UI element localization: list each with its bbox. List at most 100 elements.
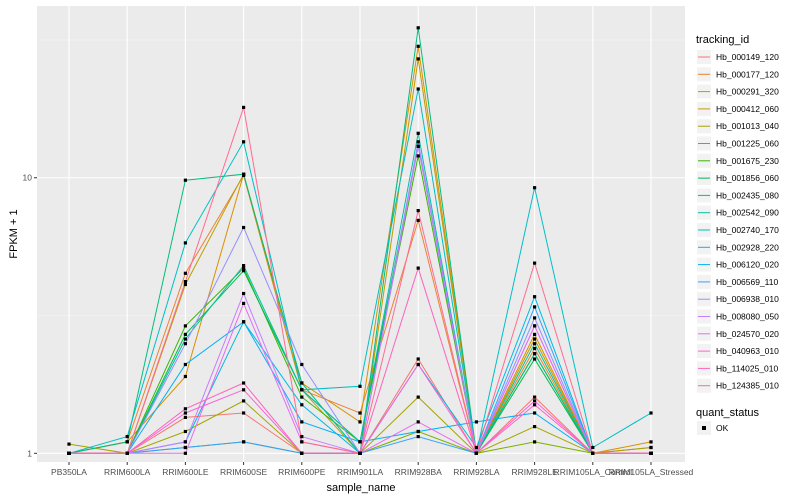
data-point xyxy=(416,140,420,144)
data-point xyxy=(533,305,537,309)
y-tick-label: 10 xyxy=(23,173,33,183)
data-point xyxy=(416,218,420,222)
shape-legend-title: quant_status xyxy=(696,407,759,419)
legend-label: Hb_114025_010 xyxy=(716,363,779,373)
data-point xyxy=(242,225,246,230)
data-point xyxy=(125,451,129,455)
data-point xyxy=(183,440,187,444)
legend-label: Hb_001013_040 xyxy=(716,121,779,131)
data-point xyxy=(649,445,653,450)
data-point xyxy=(416,131,420,135)
data-point xyxy=(358,451,362,455)
y-tick-label: 1 xyxy=(27,448,32,458)
data-point xyxy=(591,445,595,450)
legend-label: Hb_006938_010 xyxy=(716,294,779,304)
data-point xyxy=(533,425,537,429)
data-point xyxy=(416,429,420,434)
x-tick-label: RRIM928BA xyxy=(395,467,443,477)
legend-label: Hb_002435_080 xyxy=(716,190,779,200)
data-point xyxy=(533,316,537,320)
legend-label: Hb_124385_010 xyxy=(716,381,779,391)
data-point xyxy=(183,337,187,341)
x-tick-label: RRIM600LA xyxy=(104,467,151,477)
data-point xyxy=(183,324,187,328)
data-point xyxy=(416,44,420,48)
legend-label: Hb_040963_010 xyxy=(716,346,779,356)
data-point xyxy=(300,451,304,455)
data-point xyxy=(300,381,304,385)
legend-label: Hb_000149_120 xyxy=(716,52,779,62)
x-tick-label: RRIM600SE xyxy=(220,467,268,477)
data-point xyxy=(183,241,187,245)
legend-label: Hb_000177_120 xyxy=(716,69,779,79)
data-point xyxy=(533,324,537,328)
data-point xyxy=(533,411,537,415)
data-point xyxy=(474,420,478,424)
data-point xyxy=(416,435,420,439)
x-tick-label: RRIM901LA xyxy=(337,467,384,477)
data-point xyxy=(533,332,537,336)
data-point xyxy=(242,411,246,415)
legend-label: Hb_002740_170 xyxy=(716,225,779,235)
data-point xyxy=(533,342,537,346)
data-point xyxy=(242,105,246,109)
data-point xyxy=(300,420,304,424)
legend-label: Hb_024570_020 xyxy=(716,329,779,339)
x-tick-label: RRIM600PE xyxy=(278,467,326,477)
data-point xyxy=(474,451,478,455)
data-point xyxy=(533,352,537,356)
data-point xyxy=(533,337,537,341)
data-point xyxy=(649,440,653,444)
legend-title: tracking_id xyxy=(696,34,749,46)
data-point xyxy=(183,280,187,284)
data-point xyxy=(416,357,420,361)
data-point xyxy=(242,381,246,385)
data-point xyxy=(358,440,362,444)
data-point xyxy=(242,140,246,144)
y-axis: 1 10 xyxy=(23,173,37,458)
data-point xyxy=(358,411,362,415)
x-tick-label: RRIM600LE xyxy=(162,467,209,477)
data-point xyxy=(416,362,420,367)
data-point xyxy=(183,445,187,450)
data-point xyxy=(300,440,304,444)
data-point xyxy=(242,291,246,296)
data-point xyxy=(300,403,304,407)
data-point xyxy=(416,154,420,158)
data-point xyxy=(242,172,246,176)
data-point xyxy=(242,399,246,403)
data-point xyxy=(591,451,595,455)
data-point xyxy=(533,440,537,444)
data-point xyxy=(67,451,71,455)
data-point xyxy=(242,301,246,305)
legend-label: Hb_000412_060 xyxy=(716,104,779,114)
data-point xyxy=(416,395,420,399)
x-tick-label: RRIM928LA xyxy=(453,467,500,477)
data-point xyxy=(242,266,246,270)
data-point xyxy=(474,445,478,450)
x-tick-label: PB350LA xyxy=(51,467,87,477)
x-tick-label: RRIM928LE xyxy=(511,467,558,477)
x-tick-label: RRIM105LA_Control xyxy=(554,467,633,477)
data-point xyxy=(416,420,420,424)
data-point xyxy=(242,269,246,273)
data-point xyxy=(67,442,71,446)
data-point xyxy=(183,271,187,275)
data-point xyxy=(183,342,187,346)
data-point xyxy=(183,282,187,287)
data-point xyxy=(416,209,420,213)
data-point xyxy=(183,178,187,182)
x-tick-label: RRIM105LA_Stressed xyxy=(609,467,694,477)
data-point xyxy=(416,266,420,270)
data-point xyxy=(242,264,246,268)
legend-label: Hb_008080_050 xyxy=(716,312,779,322)
data-point xyxy=(416,26,420,30)
data-point xyxy=(533,346,537,351)
data-point xyxy=(242,440,246,444)
data-point xyxy=(183,429,187,434)
data-point xyxy=(242,320,246,324)
data-point xyxy=(416,57,420,61)
data-point xyxy=(649,451,653,455)
data-point xyxy=(533,186,537,190)
